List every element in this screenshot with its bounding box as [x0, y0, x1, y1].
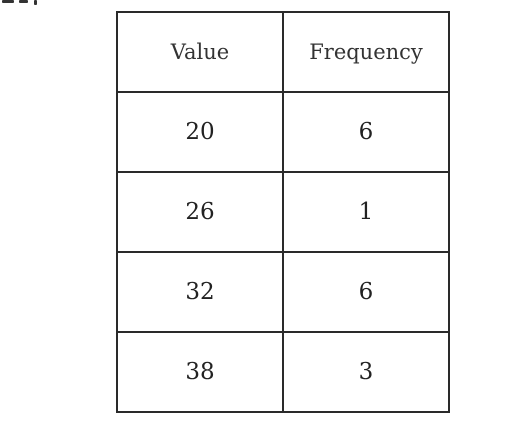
cropped-text-fragment [0, 0, 46, 8]
table-row: 32 6 [117, 252, 449, 332]
value-cell: 38 [117, 332, 283, 412]
table-row: 38 3 [117, 332, 449, 412]
frequency-cell: 6 [283, 252, 449, 332]
value-cell: 26 [117, 172, 283, 252]
table-header-row: Value Frequency [117, 12, 449, 92]
frequency-cell: 6 [283, 92, 449, 172]
table-row: 26 1 [117, 172, 449, 252]
frequency-cell: 1 [283, 172, 449, 252]
value-cell: 20 [117, 92, 283, 172]
frequency-table: Value Frequency 20 6 26 1 32 6 38 3 [116, 11, 450, 413]
value-cell: 32 [117, 252, 283, 332]
header-value: Value [117, 12, 283, 92]
header-frequency: Frequency [283, 12, 449, 92]
table-row: 20 6 [117, 92, 449, 172]
frequency-cell: 3 [283, 332, 449, 412]
